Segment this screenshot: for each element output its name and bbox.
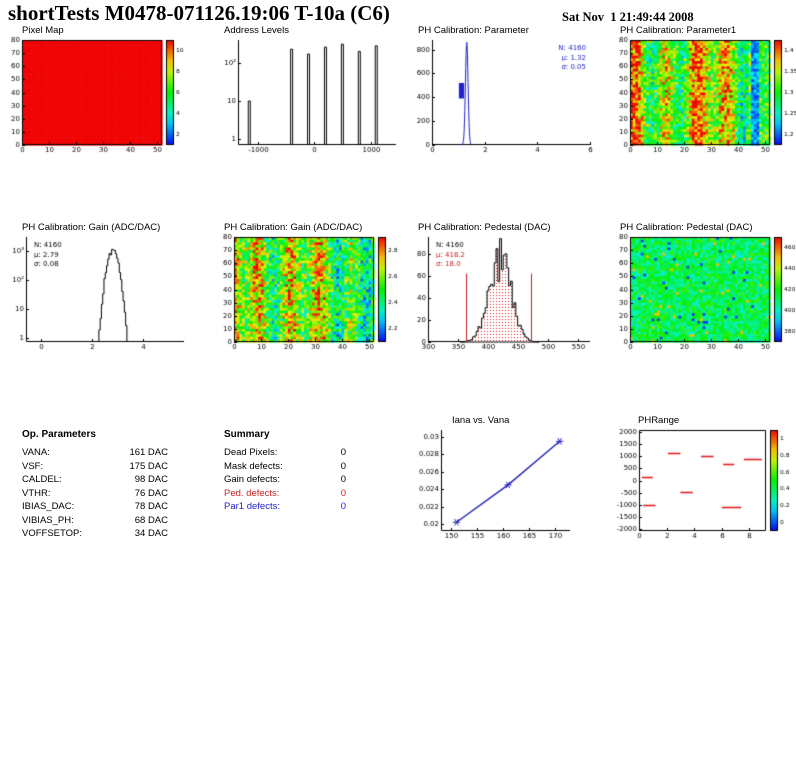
pedestal-map-panel-title: PH Calibration: Pedestal (DAC) xyxy=(620,222,753,233)
summary-label: Ped. defects: xyxy=(224,487,280,499)
ph-parameter-panel-title: PH Calibration: Parameter xyxy=(418,25,529,36)
ph-parameter-hist-chart xyxy=(412,35,598,157)
op-parameter-label: VTHR: xyxy=(22,487,51,499)
summary-label: Par1 defects: xyxy=(224,501,280,512)
pedestal-hist-panel-title: PH Calibration: Pedestal (DAC) xyxy=(418,222,551,233)
gain-map-chart xyxy=(218,232,404,354)
summary-row: Par1 defects: 0 xyxy=(224,500,346,514)
iana-vs-vana-chart xyxy=(412,425,578,543)
address-levels-panel-title: Address Levels xyxy=(224,25,289,36)
op-parameter-label: VANA: xyxy=(22,447,50,458)
pixel-map-panel-title: Pixel Map xyxy=(22,25,64,36)
summary-block: Summary Dead Pixels: 0 Mask defects: 0 G… xyxy=(224,429,346,514)
summary-title: Summary xyxy=(224,429,270,440)
op-parameter-value: 68 DAC xyxy=(134,514,168,526)
op-parameter-value: 78 DAC xyxy=(134,501,168,512)
op-parameters-block: Op. Parameters VANA: 161 DAC VSF: 175 DA… xyxy=(22,429,168,541)
ph-parameter1-panel-title: PH Calibration: Parameter1 xyxy=(620,25,737,36)
summary-value: 0 xyxy=(340,501,346,512)
ph-parameter1-map-chart xyxy=(614,35,796,157)
address-levels-chart xyxy=(218,35,404,157)
op-parameter-value: 76 DAC xyxy=(134,487,168,499)
summary-label: Gain defects: xyxy=(224,474,280,485)
summary-value: 0 xyxy=(340,474,346,485)
op-parameter-row: VIBIAS_PH: 68 DAC xyxy=(22,514,168,528)
op-parameter-row: VANA: 161 DAC xyxy=(22,446,168,460)
summary-value: 0 xyxy=(340,460,346,472)
summary-row: Mask defects: 0 xyxy=(224,460,346,474)
op-parameter-value: 98 DAC xyxy=(134,474,168,485)
op-parameter-value: 34 DAC xyxy=(134,528,168,539)
pixel-map-chart xyxy=(6,35,192,157)
op-parameter-row: VOFFSETOP: 34 DAC xyxy=(22,527,168,541)
op-parameter-row: VTHR: 76 DAC xyxy=(22,487,168,501)
op-parameter-label: CALDEL: xyxy=(22,474,62,485)
page-title: shortTests M0478-071126.19:06 T-10a (C6) xyxy=(8,1,390,25)
phrange-panel-title: PHRange xyxy=(638,415,680,426)
phrange-chart xyxy=(610,425,796,543)
iana-vs-vana-panel-title: Iana vs. Vana xyxy=(452,415,510,426)
pedestal-hist-chart xyxy=(412,232,598,354)
summary-value: 0 xyxy=(340,447,346,458)
op-parameter-value: 175 DAC xyxy=(129,460,168,472)
gain-hist-chart xyxy=(6,232,192,354)
op-parameters-title: Op. Parameters xyxy=(22,429,96,440)
summary-label: Dead Pixels: xyxy=(224,447,278,458)
summary-row: Ped. defects: 0 xyxy=(224,487,346,501)
gain-map-panel-title: PH Calibration: Gain (ADC/DAC) xyxy=(224,222,363,233)
timestamp: Sat Nov 1 21:49:44 2008 xyxy=(562,10,694,24)
op-parameter-row: IBIAS_DAC: 78 DAC xyxy=(22,500,168,514)
summary-row: Gain defects: 0 xyxy=(224,473,346,487)
op-parameter-label: VIBIAS_PH: xyxy=(22,514,74,526)
pedestal-map-chart xyxy=(614,232,796,354)
op-parameter-label: IBIAS_DAC: xyxy=(22,501,75,512)
summary-label: Mask defects: xyxy=(224,460,283,472)
op-parameter-row: VSF: 175 DAC xyxy=(22,460,168,474)
summary-value: 0 xyxy=(340,487,346,499)
op-parameter-value: 161 DAC xyxy=(129,447,168,458)
gain-hist-panel-title: PH Calibration: Gain (ADC/DAC) xyxy=(22,222,161,233)
op-parameter-row: CALDEL: 98 DAC xyxy=(22,473,168,487)
op-parameter-label: VOFFSETOP: xyxy=(22,528,83,539)
op-parameter-label: VSF: xyxy=(22,460,44,472)
summary-row: Dead Pixels: 0 xyxy=(224,446,346,460)
